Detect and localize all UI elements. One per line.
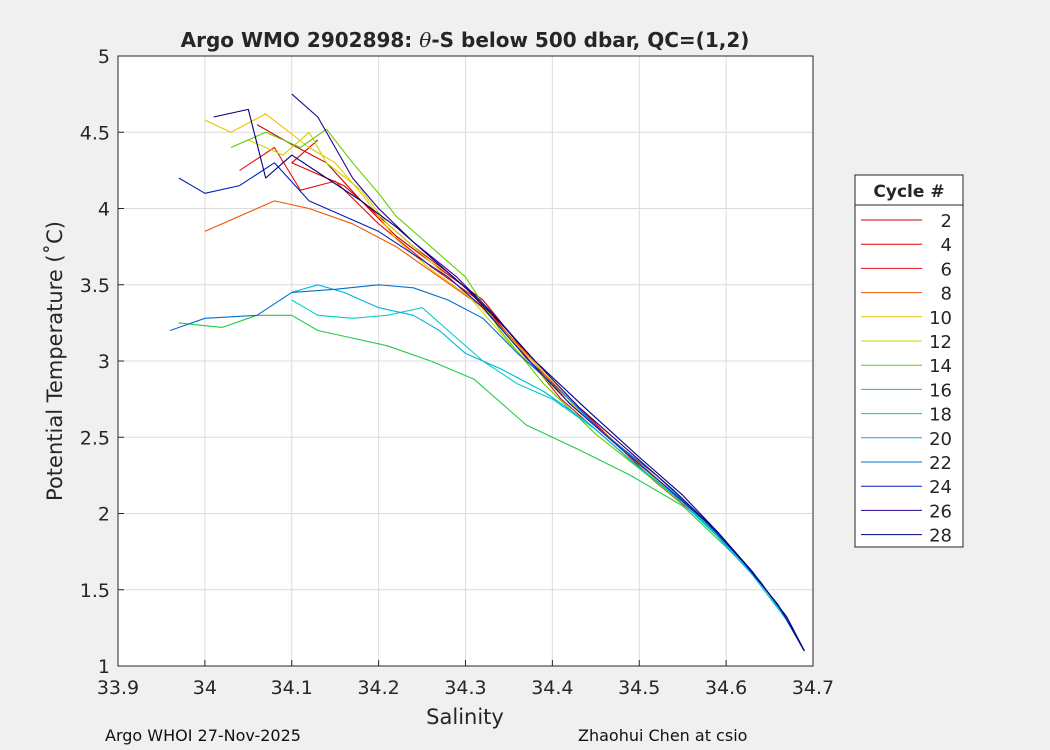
legend-label-cycle-16: 16 [929,380,952,401]
legend-label-cycle-24: 24 [929,477,952,498]
title-theta: θ [419,28,431,52]
y-axis-label: Potential Temperature (˚C) [43,221,67,501]
legend-label-cycle-20: 20 [929,429,952,450]
y-tick-label: 3.5 [80,275,110,297]
series-line-cycle-24 [178,162,805,652]
x-tick-label: 34.3 [444,677,486,699]
legend-label-cycle-10: 10 [929,308,952,329]
footer-author: Zhaohui Chen at csio [578,726,748,745]
legend-label-cycle-18: 18 [929,405,952,426]
y-tick-labels: 1 1.5 2 2.5 3 3.5 4 4.5 5 [80,46,110,678]
legend-box [854,174,964,548]
legend-label-cycle-6: 6 [941,259,952,280]
x-tick-label: 34.6 [705,677,747,699]
legend-label-cycle-22: 22 [929,453,952,474]
title-suffix: -S below 500 dbar, QC=(1,2) [431,28,749,52]
legend-label-cycle-28: 28 [929,526,952,547]
chart-title: Argo WMO 2902898: θ-S below 500 dbar, QC… [181,28,750,52]
x-tick-label: 34 [193,677,217,699]
plot-frame [117,55,814,667]
x-tick-label: 34.2 [357,677,399,699]
legend-label-cycle-8: 8 [941,284,952,305]
footer-source: Argo WHOI 27-Nov-2025 [105,726,301,745]
y-tick-label: 2 [98,504,110,526]
title-prefix: Argo WMO 2902898: [181,28,420,52]
series-line-cycle-20 [291,284,805,652]
legend-label-cycle-12: 12 [929,332,952,353]
x-tick-label: 34.7 [792,677,834,699]
x-tick-label: 34.4 [531,677,573,699]
x-tick-label: 33.9 [97,677,139,699]
y-tick-label: 3 [98,351,110,373]
y-tick-label: 2.5 [80,427,110,449]
series-layer [169,93,805,652]
x-tick-label: 34.5 [618,677,660,699]
legend-label-cycle-14: 14 [929,356,952,377]
legend-title: Cycle # [873,182,944,202]
series-line-cycle-28 [213,108,805,652]
y-tick-label: 1 [98,656,110,678]
y-tick-label: 4.5 [80,122,110,144]
x-axis-label: Salinity [426,705,504,729]
y-tick-label: 5 [98,46,110,68]
y-tick-label: 4 [98,199,110,221]
legend-label-cycle-2: 2 [941,211,952,232]
legend-label-cycle-26: 26 [929,501,952,522]
x-tick-label: 34.1 [271,677,313,699]
legend-label-cycle-4: 4 [941,235,952,256]
x-tick-labels: 33.9 34 34.1 34.2 34.3 34.4 34.5 34.6 34.7 [97,677,834,699]
y-tick-label: 1.5 [80,580,110,602]
